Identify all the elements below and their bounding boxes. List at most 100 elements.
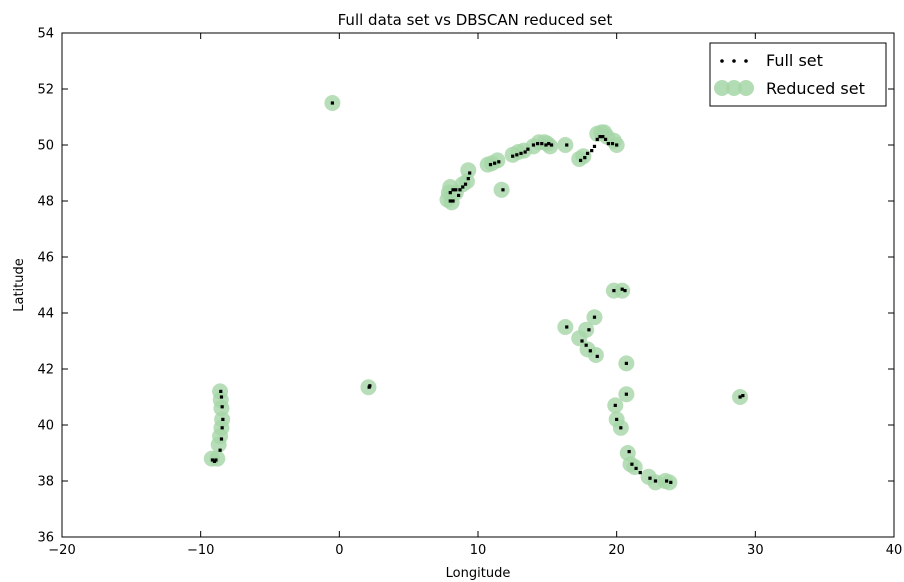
- full-set-point: [547, 142, 551, 146]
- y-tick-label: 40: [37, 419, 54, 434]
- full-set-point: [221, 417, 225, 421]
- full-set-point: [606, 142, 610, 146]
- full-set-point: [219, 389, 223, 393]
- full-set-point: [220, 405, 224, 409]
- y-tick-label: 48: [37, 195, 54, 210]
- full-set-point: [565, 325, 569, 329]
- full-set-point: [590, 149, 594, 153]
- full-set-point: [598, 135, 602, 139]
- full-set-point: [466, 177, 470, 181]
- full-set-point: [454, 188, 458, 192]
- full-set-point: [456, 193, 461, 197]
- full-set-point: [580, 339, 584, 343]
- full-set-point: [624, 392, 628, 396]
- plot-area-frame: [61, 32, 895, 538]
- full-set-point: [653, 479, 658, 483]
- full-set-point: [615, 417, 619, 421]
- y-tick-label: 54: [37, 27, 54, 42]
- full-set-point: [501, 188, 505, 192]
- y-tick-label: 42: [37, 363, 54, 378]
- full-set-point: [214, 458, 218, 462]
- full-set-point: [219, 437, 224, 441]
- full-set-point: [497, 160, 501, 164]
- full-set-point: [468, 171, 472, 175]
- legend-full-set-marker: [720, 59, 748, 63]
- full-set-point: [461, 185, 465, 189]
- x-tick-label: −20: [48, 543, 75, 558]
- full-set-point: [587, 328, 591, 332]
- full-set-point: [536, 142, 540, 146]
- x-axis-ticks: −20 −10 0 10 20 30 40: [48, 33, 902, 558]
- full-set-point: [511, 154, 515, 158]
- reduced-set-points: [203, 95, 749, 491]
- full-set-point: [630, 462, 634, 466]
- y-tick-label: 44: [37, 307, 54, 322]
- legend-reduced-set-marker: [714, 80, 754, 96]
- full-set-point: [623, 289, 627, 293]
- x-tick-label: 30: [747, 543, 764, 558]
- full-set-point: [601, 135, 605, 139]
- full-set-point: [738, 395, 742, 399]
- full-set-point: [619, 426, 623, 430]
- reduced-set-point: [460, 162, 477, 179]
- full-set-point: [595, 354, 599, 358]
- full-set-point: [565, 143, 569, 147]
- x-tick-label: 10: [470, 543, 487, 558]
- full-set-point: [610, 142, 615, 146]
- full-set-point: [220, 426, 224, 430]
- full-set-point: [588, 349, 592, 353]
- full-set-point: [219, 395, 224, 399]
- full-set-point: [585, 151, 590, 155]
- full-set-point: [613, 403, 617, 407]
- full-set-point: [451, 199, 455, 203]
- x-axis-title: Longitude: [446, 566, 511, 581]
- full-set-point: [549, 143, 554, 147]
- full-set-point: [544, 143, 548, 147]
- legend: Full set Reduced set: [709, 42, 887, 107]
- full-set-point: [515, 153, 519, 157]
- legend-reduced-set-label: Reduced set: [766, 79, 865, 98]
- full-set-point: [448, 191, 452, 195]
- full-set-point: [583, 156, 587, 160]
- full-set-point: [448, 199, 452, 203]
- y-axis-ticks: 36 38 40 42 44 46 48 50 52 54: [37, 27, 894, 546]
- full-set-point: [627, 450, 631, 454]
- full-set-point: [458, 188, 462, 192]
- full-set-point: [463, 182, 468, 186]
- full-set-point: [368, 384, 372, 388]
- y-tick-label: 36: [37, 531, 54, 546]
- full-set-point: [595, 137, 599, 141]
- y-axis-title: Latitude: [12, 258, 27, 312]
- chart-title: Full data set vs DBSCAN reduced set: [338, 11, 613, 29]
- y-tick-label: 46: [37, 251, 54, 266]
- full-set-points: [210, 101, 745, 484]
- full-set-point: [638, 471, 642, 475]
- full-set-point: [493, 161, 497, 165]
- full-set-point: [592, 144, 597, 148]
- full-set-point: [584, 343, 588, 347]
- full-set-point: [634, 466, 638, 470]
- full-set-point: [648, 476, 652, 480]
- x-tick-label: 40: [886, 543, 903, 558]
- y-tick-label: 52: [37, 83, 54, 98]
- full-set-point: [330, 101, 334, 105]
- reduced-set-point: [578, 321, 595, 338]
- full-set-point: [451, 188, 455, 192]
- full-set-point: [523, 150, 527, 154]
- full-set-point: [592, 315, 597, 319]
- full-set-point: [664, 479, 669, 483]
- full-set-point: [218, 448, 222, 452]
- full-set-point: [612, 289, 616, 293]
- y-tick-label: 38: [37, 475, 54, 490]
- x-tick-label: 0: [335, 543, 343, 558]
- x-tick-label: −10: [187, 543, 214, 558]
- full-set-point: [531, 143, 536, 147]
- full-set-point: [615, 143, 619, 147]
- full-set-point: [526, 147, 530, 151]
- full-set-point: [741, 394, 745, 398]
- legend-box: [709, 42, 887, 107]
- x-tick-label: 20: [608, 543, 625, 558]
- full-set-point: [519, 151, 523, 155]
- legend-full-set-label: Full set: [766, 51, 823, 70]
